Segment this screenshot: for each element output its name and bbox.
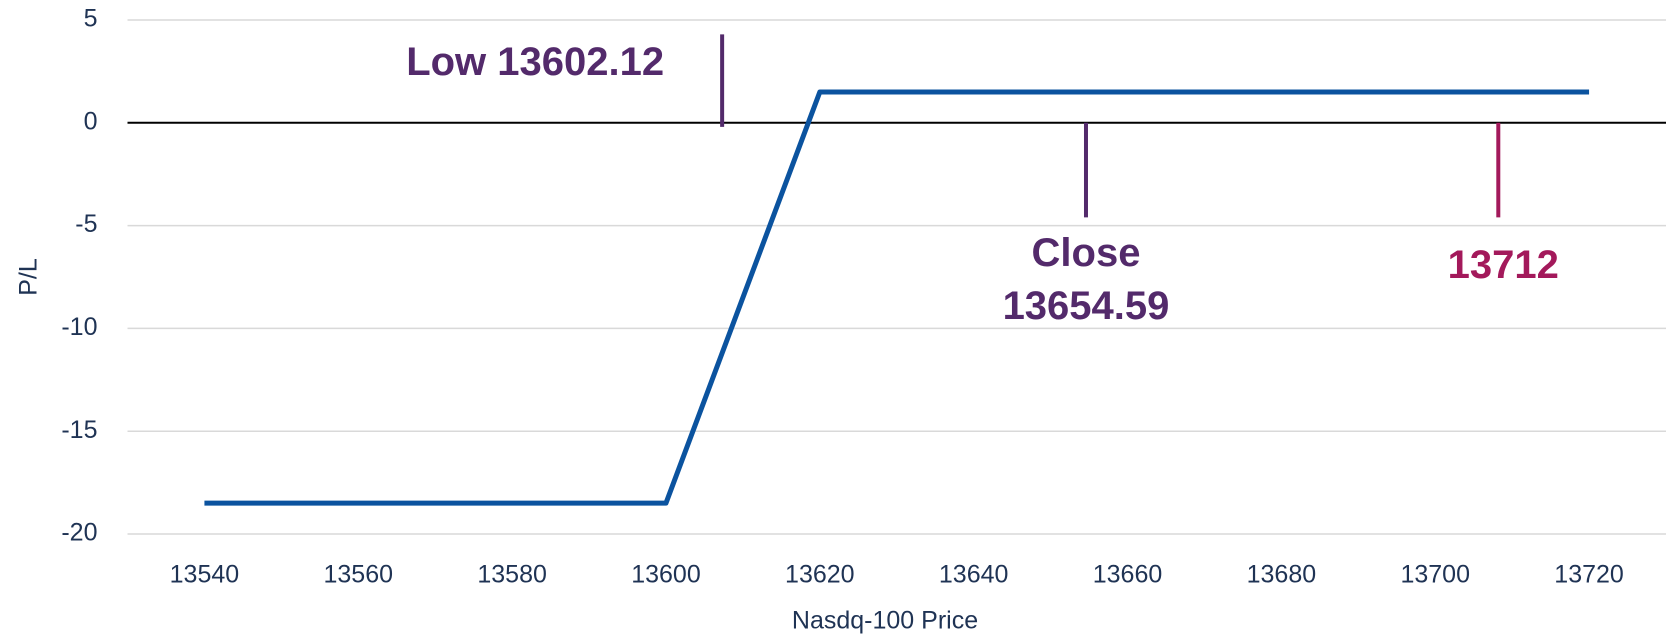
x-tick-label: 13680 xyxy=(1247,561,1317,589)
x-tick-label: 13540 xyxy=(170,561,240,589)
x-tick-label: 13620 xyxy=(785,561,855,589)
y-tick-label: -10 xyxy=(61,313,97,341)
x-tick-label: 13640 xyxy=(939,561,1009,589)
annotation-text: 13654.59 xyxy=(1003,284,1170,328)
x-tick-label: 13720 xyxy=(1554,561,1624,589)
annotation-text: Close xyxy=(1032,231,1141,275)
y-tick-label: -5 xyxy=(75,210,97,238)
x-axis-title: Nasdq-100 Price xyxy=(792,607,978,635)
y-tick-label: 5 xyxy=(84,5,98,33)
y-axis-title: P/L xyxy=(15,258,43,296)
x-tick-label: 13580 xyxy=(477,561,547,589)
annotation-text: 13712 xyxy=(1448,243,1559,287)
line-series xyxy=(204,89,1590,506)
y-tick-label: -20 xyxy=(61,519,97,547)
y-tick-label: -15 xyxy=(61,416,97,444)
x-tick-label: 13700 xyxy=(1400,561,1470,589)
x-tick-label: 13560 xyxy=(324,561,394,589)
annotation-text: Low 13602.12 xyxy=(406,40,664,84)
x-tick-label: 13660 xyxy=(1093,561,1163,589)
y-tick-label: 0 xyxy=(84,107,98,135)
x-tick-label: 13600 xyxy=(631,561,701,589)
